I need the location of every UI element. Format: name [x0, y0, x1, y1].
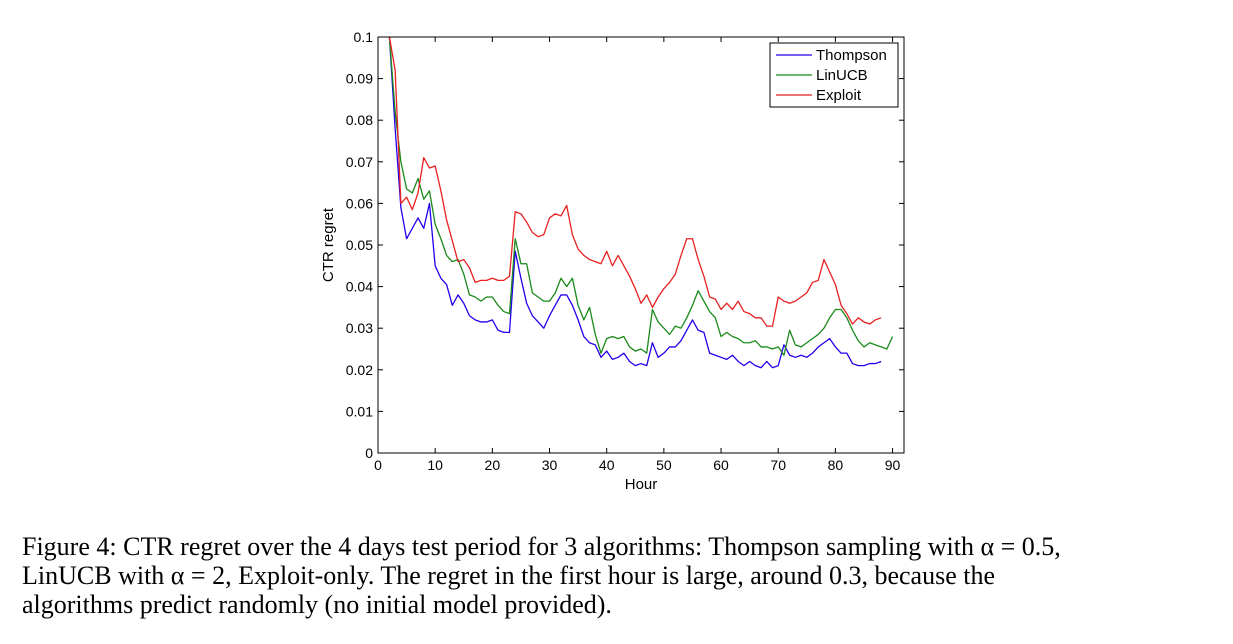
x-tick-label: 40: [599, 457, 615, 473]
legend-label-thompson: Thompson: [816, 47, 887, 64]
y-tick-label: 0.02: [346, 362, 373, 378]
series-line-linucb: [388, 37, 894, 356]
y-tick-label: 0.09: [346, 71, 373, 87]
caption-line: algorithms predict randomly (no initial …: [22, 590, 612, 619]
figure-caption: Figure 4: CTR regret over the 4 days tes…: [22, 532, 1212, 619]
legend-label-linucb: LinUCB: [816, 67, 868, 84]
x-tick-label: 0: [374, 457, 382, 473]
x-tick-label: 90: [885, 457, 901, 473]
y-tick-label: 0.01: [346, 403, 373, 419]
y-axis-label: CTR regret: [320, 207, 337, 282]
ctr-regret-line-chart: 0 10 20 30 40 50 60 70 80 90 0 0.01 0.02 0.03 0.04 0.05…: [320, 29, 905, 493]
x-tick-label: 60: [713, 457, 729, 473]
y-tick-label: 0.04: [346, 279, 373, 295]
y-tick-label: 0.07: [346, 154, 373, 170]
caption-line: LinUCB with α = 2, Exploit-only. The reg…: [22, 561, 995, 590]
y-tick-label: 0: [365, 445, 373, 461]
y-tick-label: 0.08: [346, 112, 373, 128]
series-line-thompson: [388, 37, 882, 369]
x-tick-label: 20: [485, 457, 501, 473]
x-tick-label: 30: [542, 457, 558, 473]
y-tick-label: 0.06: [346, 195, 373, 211]
x-tick-label: 70: [770, 457, 786, 473]
x-axis-label: Hour: [625, 476, 658, 493]
y-tick-label: 0.03: [346, 320, 373, 336]
x-tick-label: 80: [828, 457, 844, 473]
plot-area: 0 10 20 30 40 50 60 70 80 90 0 0.01 0.02 0.03 0.04 0.05…: [346, 29, 905, 473]
x-tick-label: 10: [427, 457, 443, 473]
y-tick-label: 0.05: [346, 237, 373, 253]
legend-label-exploit: Exploit: [816, 87, 862, 104]
x-tick-label: 50: [656, 457, 672, 473]
series-line-exploit: [388, 37, 882, 327]
caption-line: Figure 4: CTR regret over the 4 days tes…: [22, 532, 1061, 561]
y-tick-label: 0.1: [354, 29, 374, 45]
